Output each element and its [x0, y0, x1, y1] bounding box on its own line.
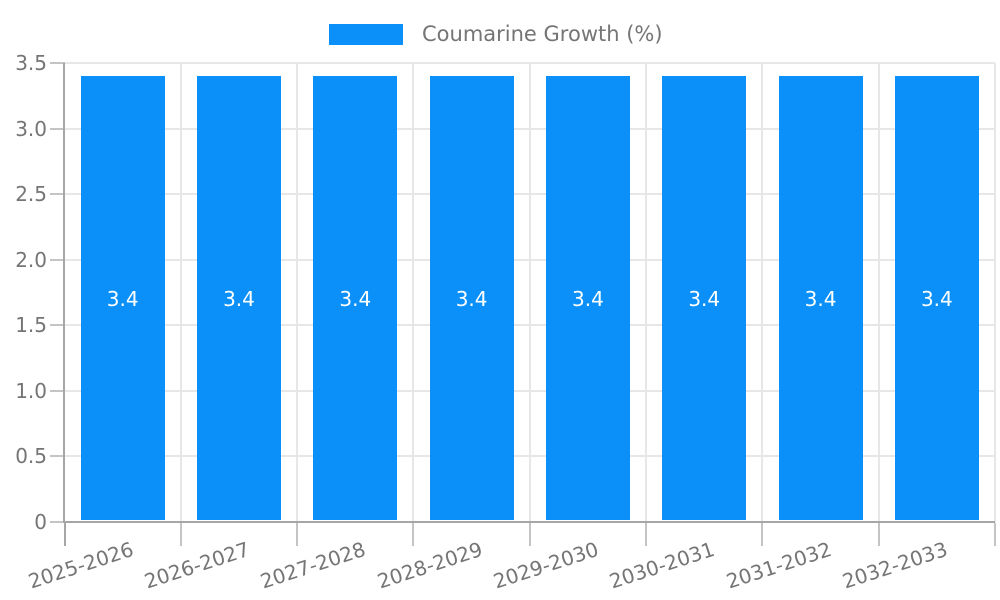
bar[interactable]	[662, 76, 747, 521]
bar-value-label: 3.4	[106, 286, 139, 311]
y-tick-label: 1.5	[15, 313, 47, 337]
x-axis-tick	[412, 523, 415, 546]
y-axis-tick	[49, 455, 65, 457]
x-axis-line	[63, 520, 995, 523]
bar[interactable]	[545, 76, 630, 521]
v-gridline	[296, 63, 299, 522]
bar[interactable]	[894, 76, 979, 521]
x-tick-label: 2026-2027	[141, 537, 253, 594]
y-axis-tick	[49, 62, 65, 64]
bar-value-label: 3.4	[688, 286, 721, 311]
x-axis-tick	[877, 523, 880, 546]
y-tick-label: 3.0	[15, 116, 47, 141]
v-gridline	[645, 63, 648, 522]
x-tick-label: 2032-2033	[839, 537, 951, 594]
bar-value-label: 3.4	[920, 286, 953, 311]
v-gridline	[179, 63, 182, 522]
y-axis-tick	[49, 389, 65, 392]
x-tick-label: 2029-2030	[490, 537, 602, 594]
y-axis-tick	[49, 324, 65, 326]
y-axis-tick	[49, 520, 65, 523]
x-axis-tick	[296, 523, 299, 546]
bar-value-label: 3.4	[572, 286, 604, 311]
x-axis-tick	[528, 523, 531, 546]
x-tick-label: 2027-2028	[257, 537, 369, 594]
bar-value-label: 3.4	[339, 286, 372, 311]
bar[interactable]	[778, 76, 863, 521]
y-tick-label: 2.0	[15, 247, 47, 272]
bar[interactable]	[80, 76, 165, 521]
y-tick-label: 2.5	[15, 182, 47, 206]
v-gridline	[412, 63, 415, 522]
legend-swatch	[329, 23, 403, 45]
bar-value-label: 3.4	[223, 286, 255, 311]
v-gridline	[528, 63, 531, 522]
bar[interactable]	[196, 76, 281, 521]
y-tick-label: 1.0	[15, 378, 47, 403]
x-axis-tick	[179, 523, 182, 546]
x-tick-label: 2025-2026	[24, 537, 137, 594]
y-axis-line	[63, 63, 65, 522]
v-gridline	[761, 63, 764, 522]
bar-value-label: 3.4	[455, 286, 488, 311]
x-tick-label: 2031-2032	[722, 537, 834, 594]
legend-label: Coumarine Growth (%)	[422, 22, 663, 46]
x-axis-tick	[761, 523, 764, 546]
legend[interactable]: Coumarine Growth (%)	[329, 22, 663, 46]
x-tick-label: 2030-2031	[606, 537, 718, 594]
x-axis-tick	[994, 523, 996, 546]
v-gridline	[994, 63, 996, 522]
y-tick-label: 3.5	[15, 51, 47, 75]
bar[interactable]	[313, 76, 398, 521]
x-tick-label: 2028-2029	[373, 537, 486, 594]
y-axis-tick	[49, 258, 65, 261]
x-axis-tick	[645, 523, 648, 546]
v-gridline	[877, 63, 880, 522]
y-tick-label: 0	[34, 509, 47, 534]
bar[interactable]	[429, 76, 514, 521]
y-axis-tick	[49, 193, 65, 195]
y-axis-tick	[49, 127, 65, 130]
x-axis-tick	[63, 523, 66, 546]
bar-value-label: 3.4	[804, 286, 837, 311]
y-tick-label: 0.5	[15, 444, 47, 468]
